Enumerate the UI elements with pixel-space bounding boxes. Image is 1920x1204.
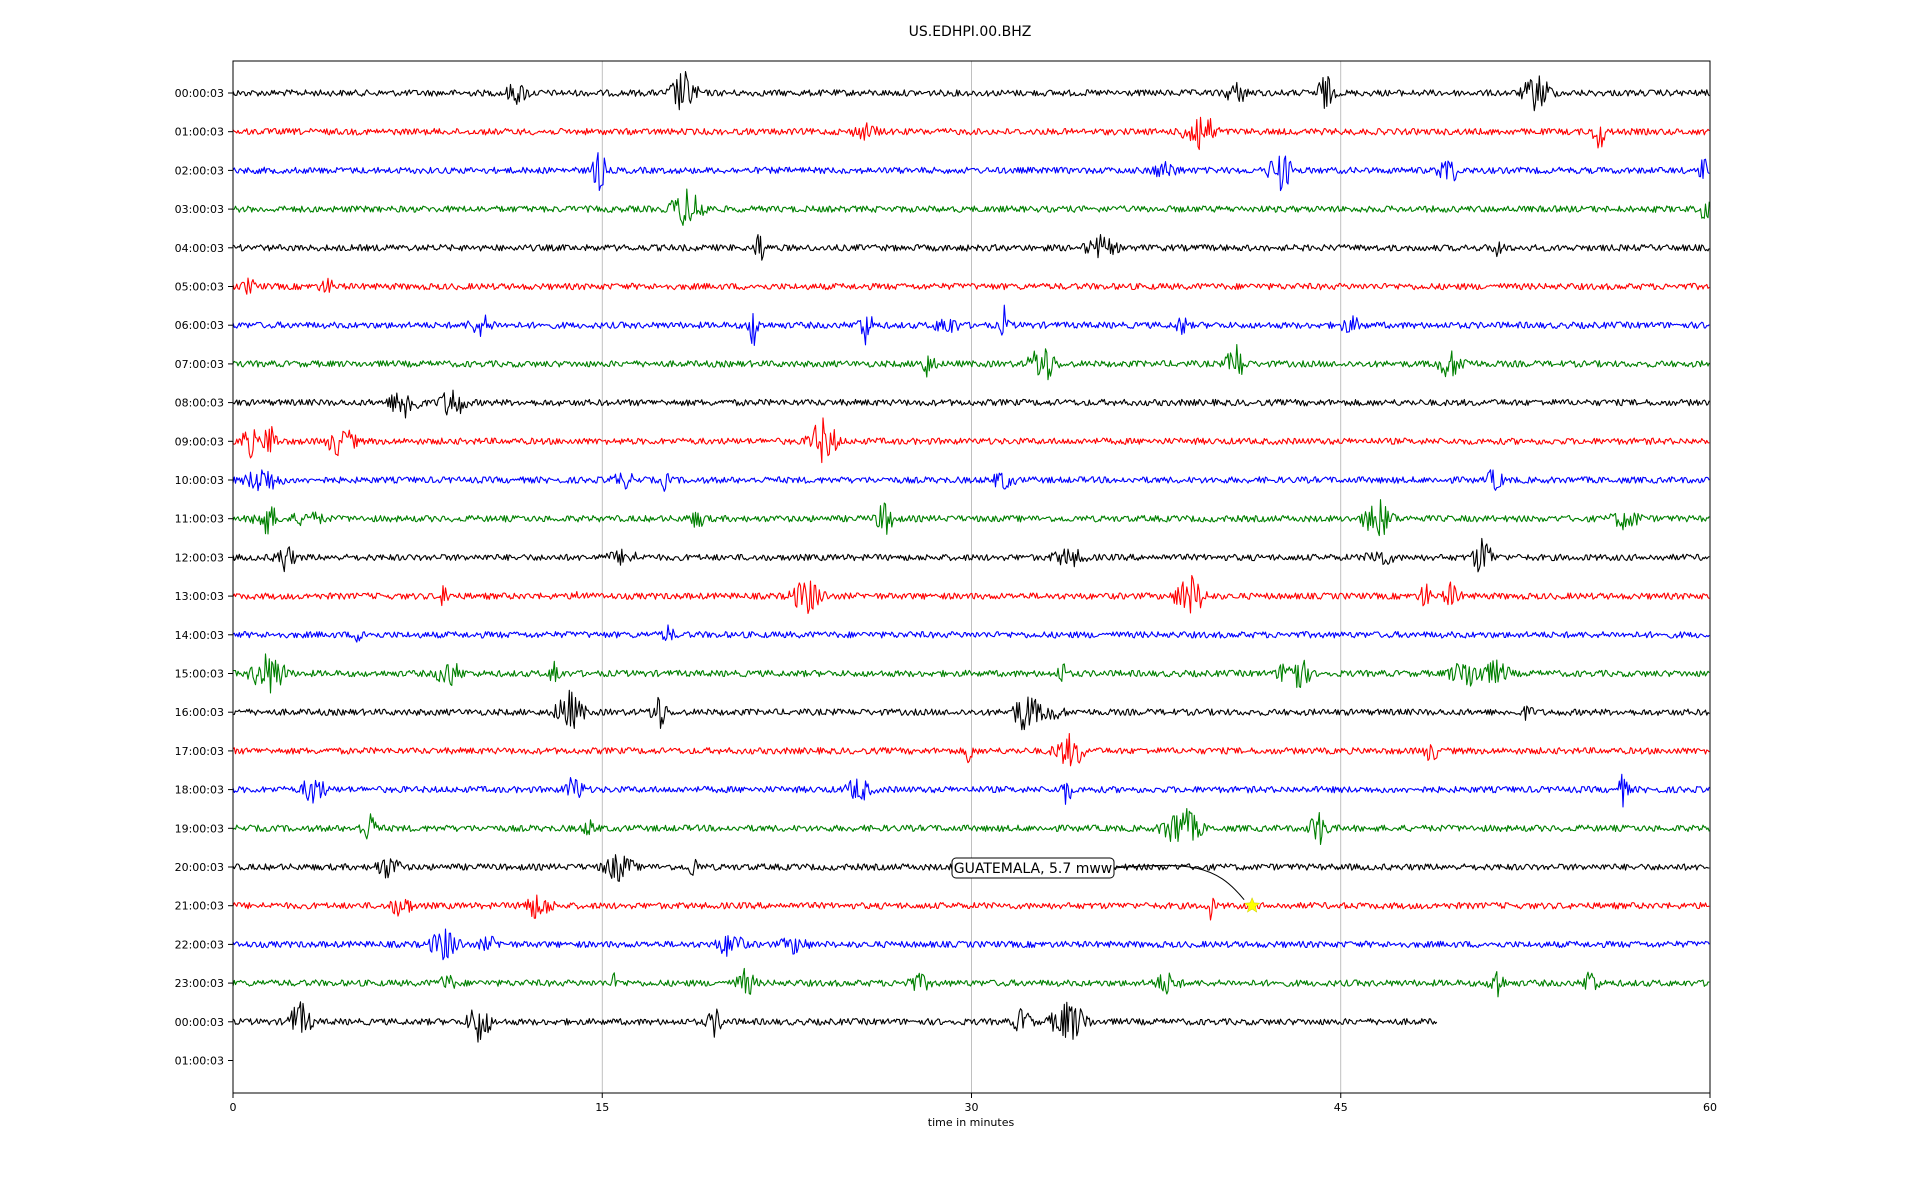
row-time-label: 17:00:03 [175, 745, 224, 758]
row-time-label: 00:00:03 [175, 87, 224, 100]
row-time-label: 22:00:03 [175, 938, 224, 951]
seismic-trace [232, 277, 1710, 295]
grid-layer: 0 15 30 45 60 [230, 61, 1717, 1114]
annotation-arrow [1113, 864, 1245, 901]
x-axis-label: time in minutes [928, 1116, 1015, 1129]
row-time-label: 03:00:03 [175, 203, 224, 216]
row-time-label: 05:00:03 [175, 281, 224, 294]
x-tick-label: 0 [230, 1101, 237, 1114]
row-time-label: 09:00:03 [175, 435, 224, 448]
row-time-label: 21:00:03 [175, 900, 224, 913]
seismic-trace [232, 70, 1710, 112]
row-time-label: 01:00:03 [175, 1055, 224, 1068]
row-time-label: 00:00:03 [175, 1016, 224, 1029]
row-time-label: 08:00:03 [175, 397, 224, 410]
plot-frame [232, 60, 1711, 1094]
seismic-trace [232, 469, 1710, 492]
row-time-label: 02:00:03 [175, 164, 224, 177]
seismic-trace [232, 624, 1710, 643]
seismic-trace [232, 928, 1710, 961]
seismic-trace [232, 808, 1710, 846]
seismic-trace [232, 773, 1710, 808]
row-time-label: 20:00:03 [175, 861, 224, 874]
seismic-trace [232, 499, 1710, 537]
seismic-trace [232, 967, 1710, 998]
x-tick-label: 15 [595, 1101, 609, 1114]
row-time-label: 18:00:03 [175, 784, 224, 797]
event-star-marker [1243, 897, 1261, 913]
seismic-trace [232, 894, 1710, 921]
seismic-trace [232, 689, 1710, 731]
row-time-label: 10:00:03 [175, 474, 224, 487]
row-time-label: 13:00:03 [175, 590, 224, 603]
seismic-trace [232, 732, 1710, 767]
traces-layer [232, 70, 1710, 1043]
chart-title: US.EDHPI.00.BHZ [909, 24, 1032, 40]
event-label: GUATEMALA, 5.7 mww [954, 861, 1113, 877]
row-time-label: 19:00:03 [175, 822, 224, 835]
labels-layer: 00:00:03 01:00:03 02:00:03 03:00:03 04:00:03… [175, 87, 233, 1068]
row-time-label: 14:00:03 [175, 629, 224, 642]
row-time-label: 04:00:03 [175, 242, 224, 255]
seismic-trace [232, 344, 1710, 381]
row-time-label: 16:00:03 [175, 706, 224, 719]
seismic-trace [232, 417, 1710, 464]
seismic-trace [232, 537, 1710, 573]
annotation-box [951, 857, 1115, 879]
seismic-trace [232, 188, 1710, 226]
x-tick-label: 60 [1703, 1101, 1717, 1114]
seismic-trace [232, 653, 1710, 694]
row-time-label: 11:00:03 [175, 513, 224, 526]
seismic-trace [232, 233, 1710, 261]
row-time-label: 12:00:03 [175, 551, 224, 564]
seismic-trace [232, 389, 1710, 419]
x-tick-label: 45 [1334, 1101, 1348, 1114]
row-time-label: 15:00:03 [175, 668, 224, 681]
row-time-label: 06:00:03 [175, 319, 224, 332]
seismic-trace [232, 574, 1710, 615]
seismic-trace [232, 304, 1710, 347]
row-time-label: 01:00:03 [175, 126, 224, 139]
seismic-trace [232, 152, 1710, 192]
annotation-layer: GUATEMALA, 5.7 mww [951, 857, 1261, 913]
row-time-label: 07:00:03 [175, 358, 224, 371]
seismic-trace [232, 116, 1710, 151]
row-time-label: 23:00:03 [175, 977, 224, 990]
seismic-trace [232, 1001, 1438, 1043]
x-tick-label: 30 [965, 1101, 979, 1114]
